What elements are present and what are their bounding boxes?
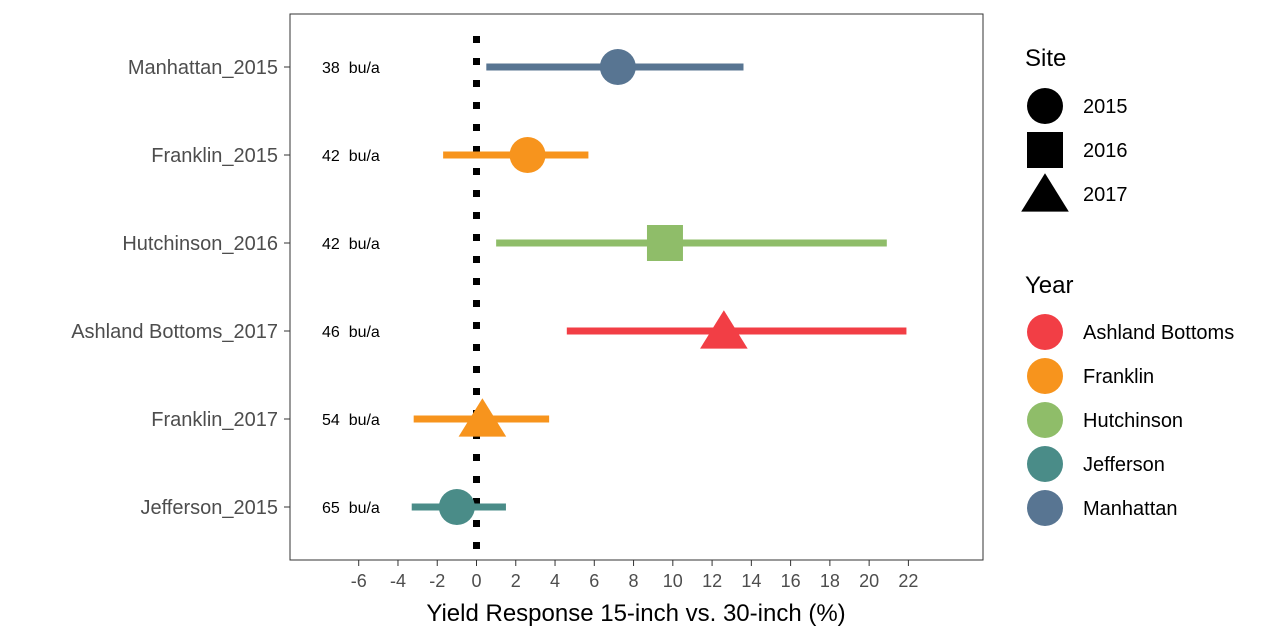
shape-legend-label: 2016 [1083, 140, 1128, 162]
legend-shape-circle [1027, 88, 1063, 124]
legend-swatch [1027, 358, 1063, 394]
x-tick-label: 18 [820, 571, 840, 591]
yield-annotation: 42 bu/a [322, 148, 380, 165]
x-tick-label: -6 [351, 571, 367, 591]
legend-swatch [1027, 490, 1063, 526]
yield-annotation: 65 bu/a [322, 500, 380, 517]
category-label: Ashland Bottoms_2017 [71, 321, 278, 343]
color-legend-title: Year [1025, 272, 1074, 299]
yield-annotation: 46 bu/a [322, 324, 380, 341]
legend-swatch [1027, 314, 1063, 350]
yield-annotation: 54 bu/a [322, 412, 380, 429]
x-tick-label: 0 [471, 571, 481, 591]
color-legend-label: Manhattan [1083, 498, 1178, 520]
shape-legend-title: Site [1025, 45, 1066, 72]
category-label: Franklin_2015 [151, 145, 278, 167]
color-legend-label: Franklin [1083, 366, 1154, 388]
yield-annotation: 42 bu/a [322, 236, 380, 253]
x-tick-label: 2 [511, 571, 521, 591]
x-tick-label: 8 [629, 571, 639, 591]
x-tick-label: 20 [859, 571, 879, 591]
color-legend-label: Jefferson [1083, 454, 1165, 476]
yield-annotation: 38 bu/a [322, 60, 380, 77]
shape-legend-label: 2015 [1083, 96, 1128, 118]
shape-legend-label: 2017 [1083, 184, 1128, 206]
point-estimate [509, 137, 546, 173]
x-tick-label: -4 [390, 571, 406, 591]
x-tick-label: -2 [429, 571, 445, 591]
x-tick-label: 10 [663, 571, 683, 591]
x-tick-label: 14 [741, 571, 761, 591]
legend-swatch [1027, 402, 1063, 438]
legend-swatch [1027, 446, 1063, 482]
x-tick-label: 22 [898, 571, 918, 591]
x-tick-label: 4 [550, 571, 560, 591]
legend-shape-square [1027, 132, 1063, 168]
legend-shape-triangle [1021, 173, 1069, 212]
point-estimate [438, 489, 475, 525]
x-tick-label: 6 [589, 571, 599, 591]
point-estimate [700, 310, 748, 349]
category-label: Franklin_2017 [151, 409, 278, 431]
category-label: Manhattan_2015 [128, 57, 278, 79]
x-tick-label: 12 [702, 571, 722, 591]
category-label: Hutchinson_2016 [122, 233, 278, 255]
x-tick-label: 16 [781, 571, 801, 591]
point-estimate [458, 398, 507, 437]
point-estimate [599, 49, 636, 85]
color-legend-label: Hutchinson [1083, 410, 1183, 432]
point-estimate [646, 225, 683, 261]
panel-border [289, 13, 984, 561]
category-label: Jefferson_2015 [140, 497, 278, 519]
color-legend-label: Ashland Bottoms [1083, 322, 1234, 344]
x-axis-label: Yield Response 15-inch vs. 30-inch (%) [426, 600, 845, 627]
